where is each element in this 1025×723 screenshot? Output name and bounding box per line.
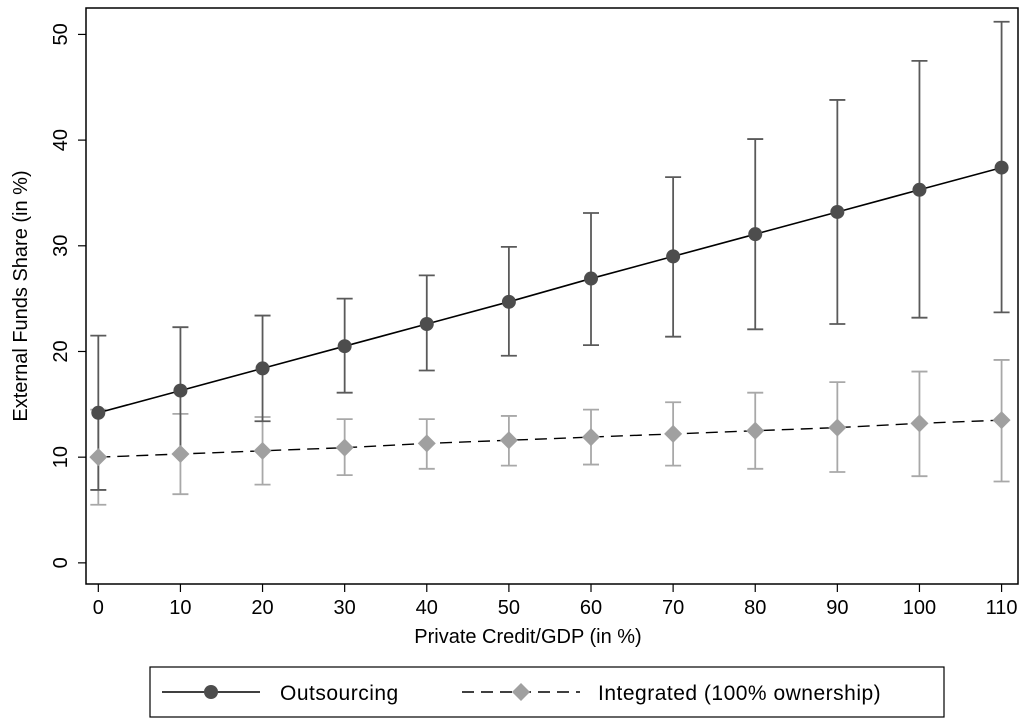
- legend-outsourcing-label: Outsourcing: [280, 682, 399, 705]
- outsourcing-point: [173, 383, 188, 398]
- x-tick-label: 110: [986, 597, 1018, 619]
- plot-frame: [85, 7, 1019, 585]
- outsourcing-line: [98, 166, 1002, 414]
- y-tick-label: 20: [50, 340, 72, 362]
- outsourcing-point: [584, 271, 599, 286]
- y-tick-label: 40: [50, 129, 72, 151]
- outsourcing-point: [337, 339, 352, 354]
- x-tick-label: 40: [416, 597, 438, 619]
- x-axis: 0 10 20 30 40 50 60 70 80 90 100 110: [93, 584, 1018, 619]
- outsourcing-point: [255, 361, 270, 376]
- integrated-point: [171, 445, 190, 464]
- y-tick-label: 0: [50, 557, 72, 568]
- integrated-point: [335, 438, 354, 457]
- x-tick-label: 100: [903, 597, 936, 619]
- outsourcing-point: [501, 294, 516, 309]
- legend-integrated-label: Integrated (100% ownership): [598, 682, 881, 705]
- legend-integrated-marker: [512, 683, 530, 701]
- outsourcing-point: [748, 227, 763, 242]
- lines-layer: [98, 166, 1002, 458]
- legend-outsourcing-marker: [204, 685, 218, 699]
- integrated-point: [499, 431, 518, 450]
- integrated-point: [664, 424, 683, 443]
- x-tick-label: 60: [580, 597, 602, 619]
- x-tick-label: 50: [498, 597, 520, 619]
- outsourcing-point: [912, 182, 927, 197]
- integrated-point: [582, 428, 601, 447]
- y-tick-label: 30: [50, 235, 72, 257]
- y-axis-title: External Funds Share (in %): [10, 170, 32, 421]
- integrated-point: [828, 418, 847, 437]
- x-tick-label: 10: [169, 597, 191, 619]
- outsourcing-point: [91, 405, 106, 420]
- outsourcing-point: [830, 204, 845, 219]
- integrated-point: [910, 414, 929, 433]
- integrated-point: [253, 441, 272, 460]
- integrated-point: [417, 434, 436, 453]
- integrated-point: [992, 411, 1011, 430]
- integrated-point: [89, 448, 108, 467]
- x-tick-label: 0: [93, 597, 104, 619]
- x-tick-label: 70: [662, 597, 684, 619]
- x-tick-label: 30: [334, 597, 356, 619]
- y-axis: 0 10 20 30 40 50: [50, 23, 86, 568]
- outsourcing-point: [419, 317, 434, 332]
- x-axis-title: Private Credit/GDP (in %): [414, 626, 641, 648]
- outsourcing-point: [994, 160, 1009, 175]
- legend: Outsourcing Integrated (100% ownership): [149, 666, 945, 718]
- markers-layer: [89, 160, 1011, 467]
- x-tick-label: 90: [826, 597, 848, 619]
- x-tick-label: 20: [251, 597, 273, 619]
- y-tick-label: 50: [50, 23, 72, 45]
- y-tick-label: 10: [50, 446, 72, 468]
- integrated-point: [746, 421, 765, 440]
- outsourcing-point: [666, 249, 681, 264]
- x-tick-label: 80: [744, 597, 766, 619]
